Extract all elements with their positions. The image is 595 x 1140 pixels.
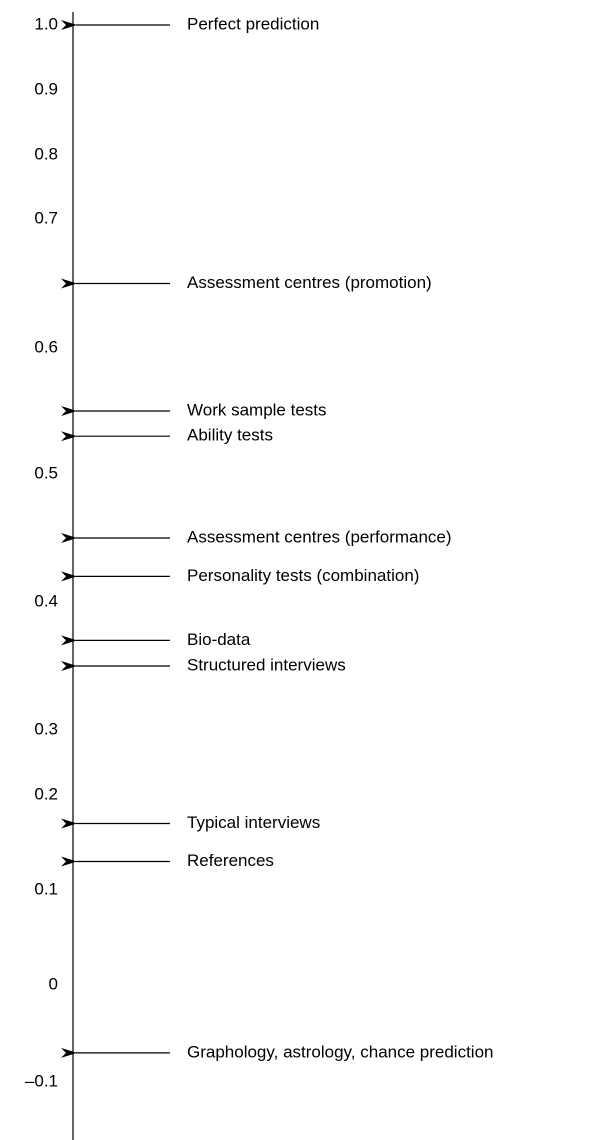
arrow-label: Assessment centres (promotion) (187, 273, 432, 292)
y-tick-label: 0.5 (34, 463, 58, 482)
y-tick-label: 0.8 (34, 144, 58, 163)
arrow-label: Structured interviews (187, 655, 346, 674)
y-tick-label: 0 (49, 974, 58, 993)
arrow-label: Bio-data (187, 630, 251, 649)
y-tick-label: 0.2 (34, 784, 58, 803)
y-tick-label: 0.6 (34, 337, 58, 356)
y-tick-label: 1.0 (34, 14, 58, 33)
y-tick-label: 0.3 (34, 719, 58, 738)
arrow-label: Assessment centres (performance) (187, 527, 452, 546)
arrow-label: Typical interviews (187, 813, 320, 832)
arrow-label: Graphology, astrology, chance prediction (187, 1042, 494, 1061)
arrow-label: Personality tests (combination) (187, 566, 419, 585)
arrow-label: Perfect prediction (187, 14, 319, 33)
arrow-label: References (187, 851, 274, 870)
y-tick-label: –0.1 (25, 1071, 58, 1090)
arrow-label: Work sample tests (187, 400, 327, 419)
y-tick-label: 0.9 (34, 79, 58, 98)
y-tick-label: 0.1 (34, 879, 58, 898)
y-tick-label: 0.7 (34, 208, 58, 227)
y-tick-label: 0.4 (34, 591, 58, 610)
arrow-label: Ability tests (187, 426, 273, 445)
